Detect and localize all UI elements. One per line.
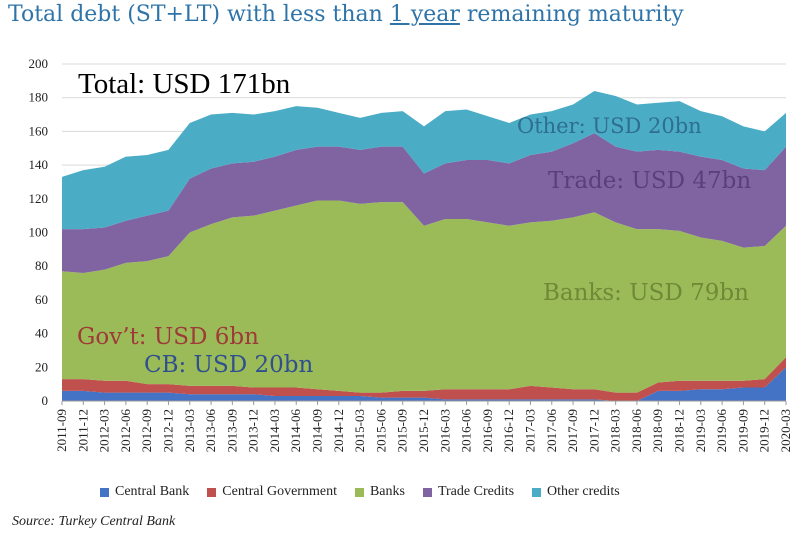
x-tick-label: 2018-09 [650,409,665,452]
y-tick-label: 120 [29,191,49,206]
x-tick-label: 2013-12 [246,409,261,452]
x-tick-label: 2018-03 [608,409,623,452]
legend-item-other-credits[interactable]: Other credits [532,484,620,500]
legend-label: Banks [369,484,405,499]
area-series [62,90,786,401]
y-tick-label: 40 [35,326,48,341]
x-tick-label: 2015-09 [395,409,410,452]
x-tick-label: 2016-03 [437,409,452,452]
x-tick-label: 2011-12 [75,409,90,452]
x-tick-label: 2014-12 [331,409,346,452]
y-tick-label: 180 [29,90,49,105]
x-tick-label: 2015-12 [416,409,431,452]
x-tick-label: 2020-03 [778,409,793,452]
x-tick-label: 2016-06 [459,409,474,453]
x-tick-label: 2013-09 [224,409,239,452]
annotation-other: Other: USD 20bn [517,114,702,138]
legend-swatch [532,487,542,497]
area-other-credits [62,90,786,230]
x-axis-ticks: 2011-09 2011-12 2012-03 2012-06 2012-09 2012-… [54,401,793,452]
x-tick-label: 2013-06 [203,409,218,453]
y-axis-ticks: 0 20 40 60 80 100 120 140 160 180 200 [29,56,49,408]
legend-label: Central Government [222,484,337,499]
source-note: Source: Turkey Central Bank [12,514,176,529]
legend-item-banks[interactable]: Banks [354,484,405,500]
legend-item-trade-credits[interactable]: Trade Credits [422,484,515,500]
legend-swatch [100,487,109,497]
legend-swatch [354,487,364,497]
x-tick-label: 2019-03 [693,409,708,452]
y-tick-label: 160 [29,123,49,138]
x-tick-label: 2017-09 [565,409,580,452]
x-tick-label: 2014-03 [267,409,282,452]
x-tick-label: 2017-06 [544,409,559,453]
x-tick-label: 2017-12 [586,409,601,452]
x-tick-label: 2015-06 [373,409,388,453]
legend-label: Other credits [547,484,620,499]
x-tick-label: 2013-03 [182,409,197,452]
area-banks [62,200,786,393]
x-tick-label: 2012-09 [139,409,154,452]
y-tick-label: 140 [29,157,49,172]
x-tick-label: 2012-06 [118,409,133,453]
y-tick-label: 60 [35,292,48,307]
x-tick-label: 2014-06 [288,409,303,453]
area-central-bank [62,367,786,401]
x-tick-label: 2019-12 [757,409,772,452]
y-tick-label: 0 [42,393,49,408]
title-prefix: Total debt (ST+LT) with less than [8,2,390,27]
x-tick-label: 2019-09 [735,409,750,452]
annotation-total: Total: USD 171bn [78,68,291,100]
annotation-banks: Banks: USD 79bn [543,280,749,306]
legend-swatch [422,487,432,497]
x-tick-label: 2018-12 [672,409,687,452]
chart-title: Total debt (ST+LT) with less than 1 year… [8,2,684,27]
legend-label: Central Bank [115,484,190,499]
x-tick-label: 2017-03 [522,409,537,452]
title-suffix: remaining maturity [459,2,684,27]
x-tick-label: 2019-06 [714,409,729,453]
y-tick-label: 20 [35,359,48,374]
legend-swatch [207,487,217,497]
annotation-trade: Trade: USD 47bn [548,168,751,194]
x-tick-label: 2012-12 [160,409,175,452]
legend: Central Bank Central Government Banks Tr… [100,484,620,500]
y-tick-label: 100 [29,225,49,240]
x-tick-label: 2018-06 [629,409,644,453]
legend-item-central-government[interactable]: Central Government [207,484,337,500]
x-tick-label: 2012-03 [97,409,112,452]
x-tick-label: 2011-09 [54,409,69,452]
y-tick-label: 80 [35,258,48,273]
legend-label: Trade Credits [437,484,515,499]
title-underlined[interactable]: 1 year [389,2,460,27]
y-tick-label: 200 [29,56,49,71]
annotation-cb: CB: USD 20bn [144,352,313,378]
x-tick-label: 2016-09 [480,409,495,452]
area-trade-credits [62,133,786,273]
x-tick-label: 2016-12 [501,409,516,452]
annotation-govt: Gov’t: USD 6bn [77,324,259,350]
area-central-government [62,357,786,401]
x-tick-label: 2014-09 [310,409,325,452]
legend-item-central-bank[interactable]: Central Bank [100,484,189,500]
x-tick-label: 2015-03 [352,409,367,452]
